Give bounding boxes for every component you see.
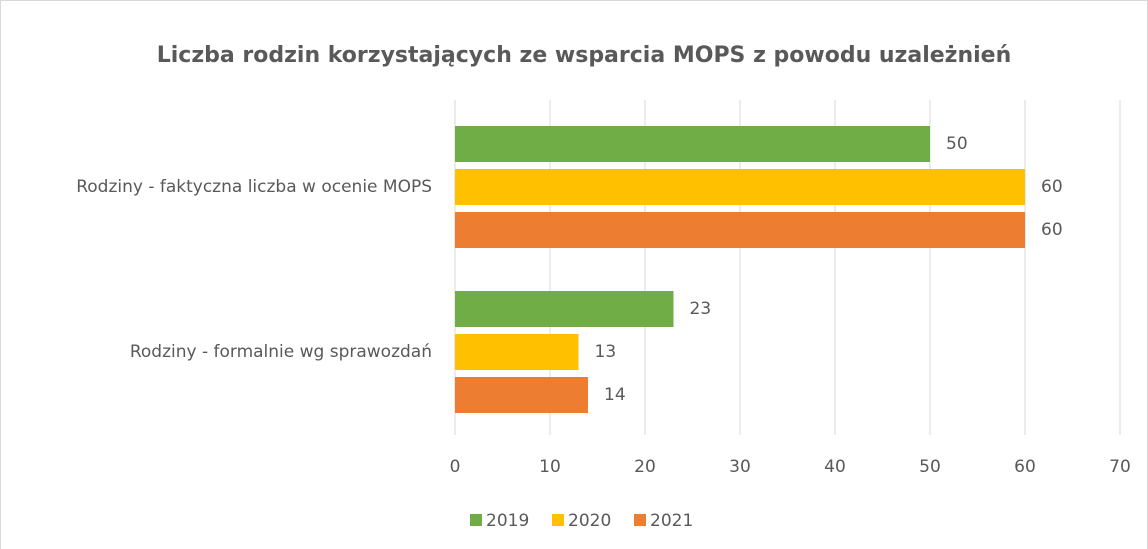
x-tick-label: 20 — [634, 457, 656, 477]
value-label: 60 — [1041, 220, 1063, 240]
legend-swatch — [634, 514, 646, 526]
x-tick-label: 0 — [450, 457, 461, 477]
bar — [455, 334, 579, 370]
y-tick-label: Rodziny - formalnie wg sprawozdań — [130, 342, 432, 362]
x-tick-label: 50 — [919, 457, 941, 477]
value-label: 50 — [946, 134, 968, 154]
bar — [455, 169, 1025, 205]
legend-label: 2020 — [568, 511, 611, 531]
x-tick-label: 40 — [824, 457, 846, 477]
bar — [455, 377, 588, 413]
value-label: 13 — [595, 342, 617, 362]
value-label: 60 — [1041, 177, 1063, 197]
bar — [455, 291, 674, 327]
x-tick-label: 10 — [539, 457, 561, 477]
bar — [455, 212, 1025, 248]
value-label: 14 — [604, 385, 626, 405]
chart-title: Liczba rodzin korzystających ze wsparcia… — [157, 43, 1012, 68]
legend-swatch — [470, 514, 482, 526]
y-tick-label: Rodziny - faktyczna liczba w ocenie MOPS — [76, 177, 432, 197]
value-label: 23 — [690, 299, 712, 319]
x-tick-label: 70 — [1109, 457, 1131, 477]
legend-label: 2019 — [486, 511, 529, 531]
x-tick-label: 30 — [729, 457, 751, 477]
legend-label: 2021 — [650, 511, 693, 531]
legend-swatch — [552, 514, 564, 526]
bar — [455, 126, 930, 162]
x-tick-label: 60 — [1014, 457, 1036, 477]
